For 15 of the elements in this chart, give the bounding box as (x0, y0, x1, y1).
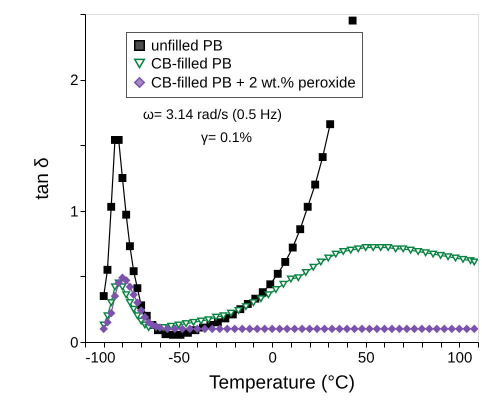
x-tick-label: 50 (358, 350, 375, 366)
x-tick-label: -100 (86, 350, 116, 366)
x-axis-title: Temperature (°C) (209, 372, 355, 394)
x-tick-label: 0 (268, 350, 277, 366)
annotation: γ= 0.1% (201, 129, 252, 145)
x-tick-label: -50 (168, 350, 190, 366)
legend-label: CB-filled PB (151, 56, 232, 72)
y-tick-label: 1 (70, 203, 78, 220)
y-tick-label: 0 (70, 334, 78, 352)
y-tick-label: 2 (70, 72, 78, 90)
legend-label: unfilled PB (151, 38, 223, 54)
annotation: ω= 3.14 rad/s (0.5 Hz) (143, 106, 282, 122)
x-tick-label: 100 (447, 350, 472, 366)
legend-label: CB-filled PB + 2 wt.% peroxide (151, 74, 356, 92)
y-axis-title: tan δ (32, 157, 54, 200)
